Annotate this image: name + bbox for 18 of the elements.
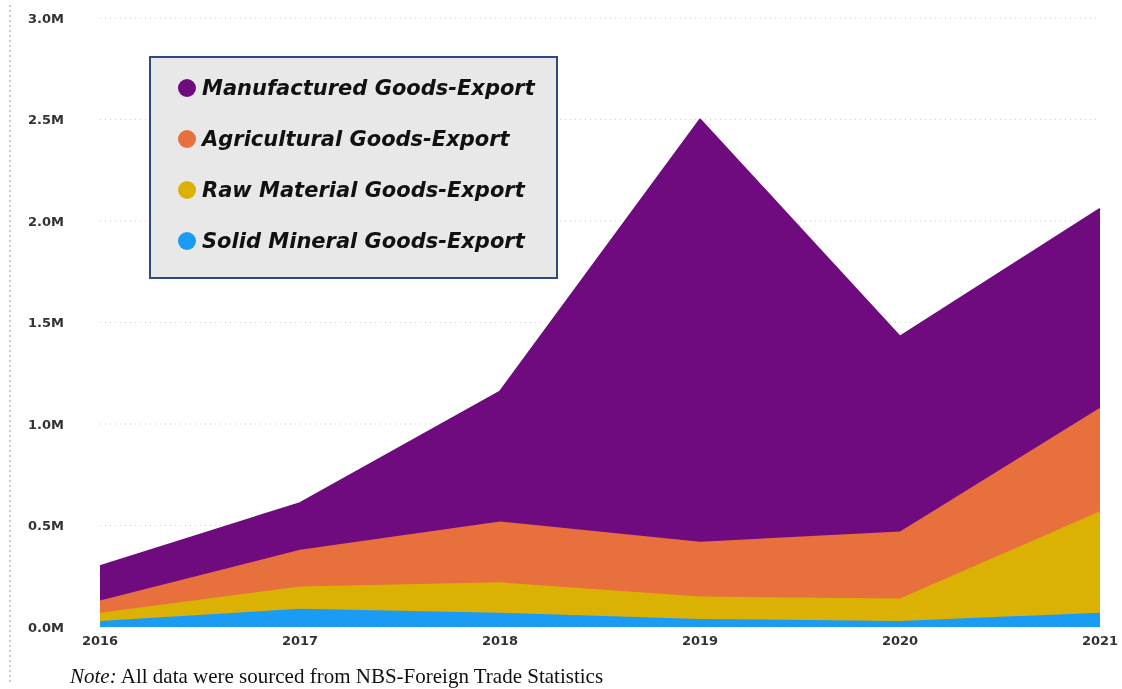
legend-label: Agricultural Goods-Export	[200, 127, 511, 152]
x-tick-label: 2020	[881, 633, 919, 648]
y-tick-label: 0.5M	[28, 518, 64, 534]
y-tick-label: 2.5M	[28, 112, 64, 128]
x-tick-label: 2019	[681, 633, 719, 648]
y-tick-label: 1.0M	[28, 416, 64, 432]
x-tick-label: 2017	[281, 633, 319, 648]
x-tick-label: 2016	[81, 633, 119, 648]
x-tick-label: 2018	[481, 633, 519, 648]
x-tick-label: 2021	[1081, 633, 1119, 648]
y-tick-label: 3.0M	[28, 10, 64, 26]
legend-label: Solid Mineral Goods-Export	[202, 229, 526, 254]
y-tick-label: 1.5M	[28, 315, 64, 331]
text: Note: All data were sourced from NBS-Foreign Trade Statistics	[69, 664, 604, 688]
y-tick-label: 2.0M	[28, 213, 64, 229]
y-tick-label: 0.0M	[28, 619, 64, 635]
legend-label: Manufactured Goods-Export	[202, 76, 536, 101]
legend-label: Raw Material Goods-Export	[202, 178, 526, 203]
